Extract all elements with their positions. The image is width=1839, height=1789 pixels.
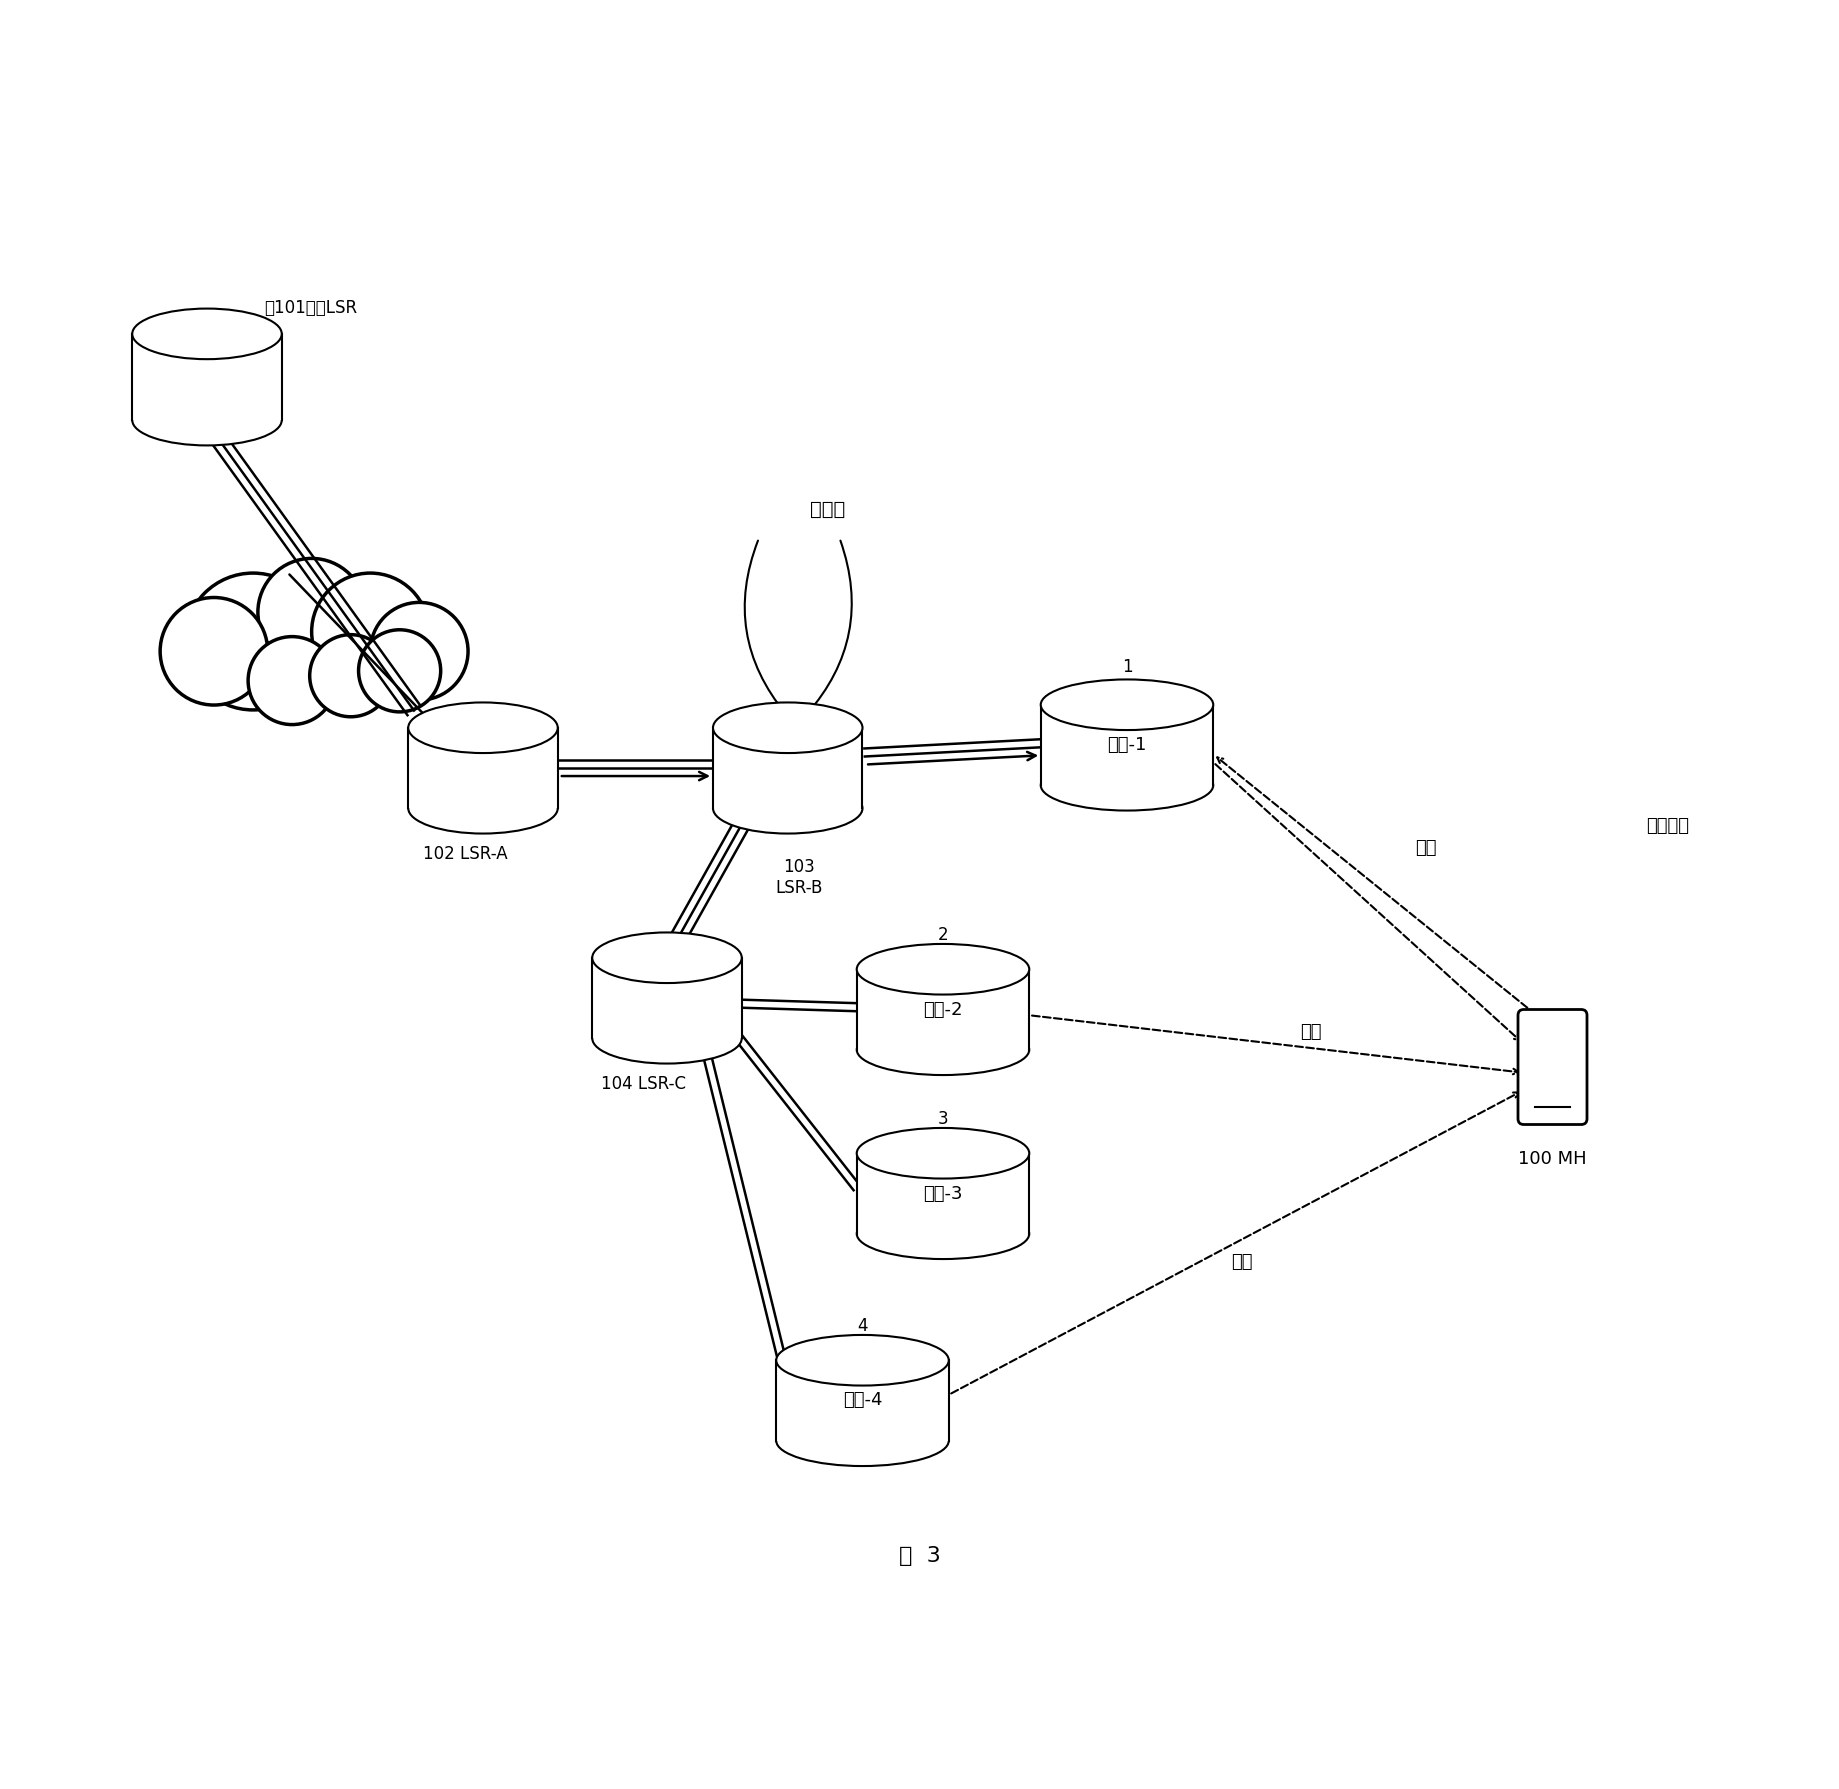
FancyBboxPatch shape [592,957,741,1038]
Text: 分组流: 分组流 [809,499,846,519]
FancyBboxPatch shape [132,335,281,420]
Text: 104 LSR-C: 104 LSR-C [601,1075,686,1093]
Ellipse shape [132,308,281,360]
FancyBboxPatch shape [857,970,1028,1050]
Text: 信标: 信标 [1230,1254,1252,1272]
FancyBboxPatch shape [714,728,862,809]
Text: 信标: 信标 [1300,1023,1320,1041]
Text: 3: 3 [938,1109,947,1127]
Text: 102 LSR-A: 102 LSR-A [423,844,508,864]
FancyBboxPatch shape [408,728,557,809]
Text: 103
LSR-B: 103 LSR-B [776,859,822,896]
Ellipse shape [1041,680,1212,730]
Circle shape [248,637,337,725]
FancyBboxPatch shape [857,1154,1028,1234]
Text: 2: 2 [938,925,947,945]
Ellipse shape [592,1013,741,1063]
Circle shape [311,572,428,691]
Ellipse shape [592,932,741,982]
Ellipse shape [857,945,1028,995]
Text: 1: 1 [1122,658,1131,676]
Ellipse shape [408,784,557,834]
Ellipse shape [408,703,557,753]
Text: 出口-3: 出口-3 [923,1184,962,1202]
Text: 出口-2: 出口-2 [923,1000,962,1018]
Text: 4: 4 [857,1317,868,1335]
Ellipse shape [857,1127,1028,1179]
Text: 100 MH: 100 MH [1517,1150,1585,1168]
Circle shape [184,572,322,710]
Ellipse shape [714,703,862,753]
Ellipse shape [857,1208,1028,1259]
Circle shape [370,603,467,699]
Circle shape [309,635,392,717]
Ellipse shape [857,1025,1028,1075]
Text: 附加消息: 附加消息 [1646,816,1688,834]
FancyBboxPatch shape [1041,705,1212,785]
Ellipse shape [714,784,862,834]
Ellipse shape [1041,760,1212,810]
FancyBboxPatch shape [776,1360,949,1440]
Ellipse shape [776,1335,949,1385]
Text: 出口-1: 出口-1 [1107,735,1146,753]
Text: 出口-4: 出口-4 [842,1392,881,1410]
Text: 信标: 信标 [1414,839,1436,857]
FancyBboxPatch shape [1517,1009,1585,1125]
Text: ～101入口LSR: ～101入口LSR [263,299,357,317]
Ellipse shape [776,1415,949,1465]
Ellipse shape [132,395,281,445]
Circle shape [160,598,267,705]
Text: 图  3: 图 3 [899,1546,940,1565]
Circle shape [257,558,366,666]
Circle shape [359,630,441,712]
